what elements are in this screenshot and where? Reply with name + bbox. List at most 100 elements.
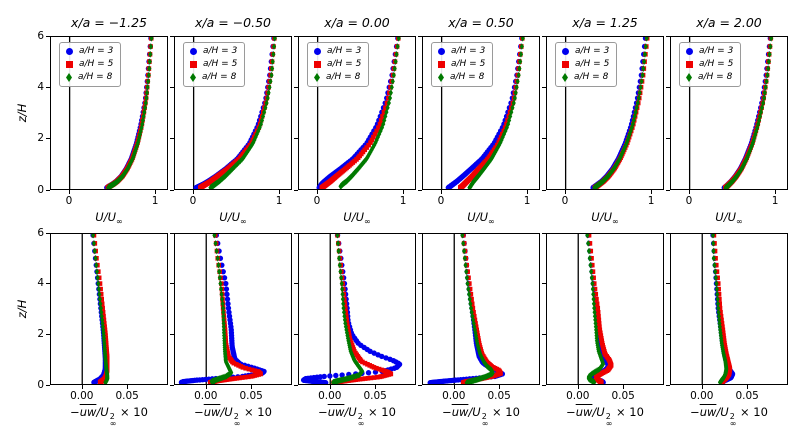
xlabel-overline-uw: uw bbox=[327, 405, 345, 419]
y-tick-label: 0 bbox=[37, 183, 44, 196]
x-tick-mark bbox=[403, 190, 405, 194]
legend-label: a/H = 8 bbox=[574, 72, 609, 82]
y-tick-mark bbox=[46, 333, 50, 335]
y-tick-mark bbox=[542, 35, 546, 37]
x-tick-label: 0.05 bbox=[363, 390, 387, 402]
legend-entry: a/H = 8 bbox=[562, 71, 609, 84]
y-tick-mark bbox=[46, 189, 50, 191]
y-tick-mark bbox=[418, 189, 422, 191]
xlabel-superscript: 2 bbox=[729, 412, 735, 421]
y-tick-label: 4 bbox=[37, 80, 44, 93]
x-tick-label: 0 bbox=[65, 195, 73, 207]
y-tick-mark bbox=[46, 384, 50, 386]
y-tick-label: 6 bbox=[37, 226, 44, 239]
circle-marker-icon bbox=[66, 48, 73, 55]
diamond-marker-icon bbox=[66, 73, 72, 82]
y-tick-mark bbox=[542, 189, 546, 191]
x-tick-label: 0.00 bbox=[442, 390, 466, 402]
y-tick-mark bbox=[294, 138, 298, 140]
y-tick-mark bbox=[666, 384, 670, 386]
diamond-marker-icon bbox=[190, 73, 196, 82]
x-tick-mark bbox=[775, 190, 777, 194]
x-tick-mark bbox=[651, 190, 653, 194]
xlabel-minus: − bbox=[566, 405, 576, 419]
x-tick-mark bbox=[564, 190, 566, 194]
xlabel-main: /U bbox=[220, 405, 233, 419]
y-tick-label: 2 bbox=[37, 132, 44, 145]
x-tick-label: 0 bbox=[685, 195, 693, 207]
x-axis-label: −uw/U 2 ∞ × 10 bbox=[50, 404, 168, 428]
y-tick-mark bbox=[542, 86, 546, 88]
x-tick-mark bbox=[68, 190, 70, 194]
square-marker-icon bbox=[438, 61, 445, 68]
xlabel-main: U/U bbox=[219, 210, 241, 224]
legend-entry: a/H = 8 bbox=[314, 71, 361, 84]
legend-label: a/H = 3 bbox=[699, 46, 734, 56]
x-tick-mark bbox=[279, 190, 281, 194]
y-tick-mark bbox=[170, 232, 174, 234]
legend-entry: a/H = 5 bbox=[190, 58, 237, 71]
x-tick-mark bbox=[623, 385, 625, 389]
x-tick-mark bbox=[688, 190, 690, 194]
legend-entry: a/H = 5 bbox=[686, 58, 733, 71]
y-tick-mark bbox=[418, 384, 422, 386]
x-tick-mark bbox=[747, 385, 749, 389]
xlabel-superscript: 2 bbox=[481, 412, 487, 421]
legend-label: a/H = 8 bbox=[326, 72, 361, 82]
legend: a/H = 3 a/H = 5 a/H = 8 bbox=[307, 42, 370, 87]
y-tick-label: 4 bbox=[37, 277, 44, 290]
legend-entry: a/H = 8 bbox=[66, 71, 113, 84]
x-tick-label: 0.00 bbox=[194, 390, 218, 402]
x-axis-label: U/U∞ bbox=[50, 209, 168, 227]
xlabel-superscript: 2 bbox=[109, 412, 115, 421]
x-tick-mark bbox=[205, 385, 207, 389]
legend-entry: a/H = 3 bbox=[66, 45, 113, 58]
y-tick-mark bbox=[170, 35, 174, 37]
x-tick-label: 0 bbox=[313, 195, 321, 207]
x-tick-mark bbox=[329, 385, 331, 389]
x-tick-mark bbox=[440, 190, 442, 194]
subplot-title: x/a = −1.25 bbox=[71, 15, 147, 30]
x-tick-mark bbox=[701, 385, 703, 389]
circle-marker-icon bbox=[686, 48, 693, 55]
legend-label: a/H = 5 bbox=[203, 59, 238, 69]
xlabel-sup-sub: 2 ∞ bbox=[234, 413, 241, 428]
y-tick-mark bbox=[418, 138, 422, 140]
plot-canvas bbox=[51, 234, 167, 384]
diamond-marker-icon bbox=[314, 73, 320, 82]
x-tick-mark bbox=[192, 190, 194, 194]
x-tick-label: 1 bbox=[399, 195, 407, 207]
y-tick-mark bbox=[418, 333, 422, 335]
legend-entry: a/H = 5 bbox=[562, 58, 609, 71]
y-tick-mark bbox=[666, 232, 670, 234]
y-tick-mark bbox=[170, 384, 174, 386]
x-axis-label: −uw/U 2 ∞ × 10 bbox=[174, 404, 292, 428]
legend: a/H = 3 a/H = 5 a/H = 8 bbox=[183, 42, 246, 87]
y-tick-mark bbox=[170, 333, 174, 335]
xlabel-sup-sub: 2 ∞ bbox=[109, 412, 117, 428]
legend-entry: a/H = 5 bbox=[66, 58, 113, 71]
legend-label: a/H = 3 bbox=[327, 46, 362, 56]
xlabel-main: U/U bbox=[95, 210, 117, 224]
legend: a/H = 3 a/H = 5 a/H = 8 bbox=[59, 42, 122, 87]
legend-label: a/H = 5 bbox=[575, 59, 610, 69]
x-tick-label: 0.05 bbox=[611, 390, 635, 402]
xlabel-sup-sub: 2 ∞ bbox=[481, 412, 489, 428]
legend-entry: a/H = 3 bbox=[686, 45, 733, 58]
xlabel-overline-uw: uw bbox=[699, 405, 717, 419]
x-tick-label: 0.05 bbox=[487, 390, 511, 402]
x-axis-label: U/U∞ bbox=[422, 209, 540, 227]
subplot-title: x/a = 2.00 bbox=[696, 15, 762, 30]
xlabel-minus: − bbox=[690, 405, 700, 419]
xlabel-times-10: × 10 bbox=[488, 405, 520, 419]
y-tick-mark bbox=[542, 283, 546, 285]
y-tick-mark bbox=[666, 283, 670, 285]
x-axis-label: −uw/U 2 ∞ × 10 bbox=[298, 404, 416, 428]
y-tick-mark bbox=[542, 138, 546, 140]
y-tick-mark bbox=[170, 86, 174, 88]
xlabel-subscript: ∞ bbox=[729, 419, 737, 428]
x-tick-label: 1 bbox=[771, 195, 779, 207]
x-tick-mark bbox=[499, 385, 501, 389]
legend-entry: a/H = 8 bbox=[190, 71, 237, 84]
y-tick-mark bbox=[170, 283, 174, 285]
